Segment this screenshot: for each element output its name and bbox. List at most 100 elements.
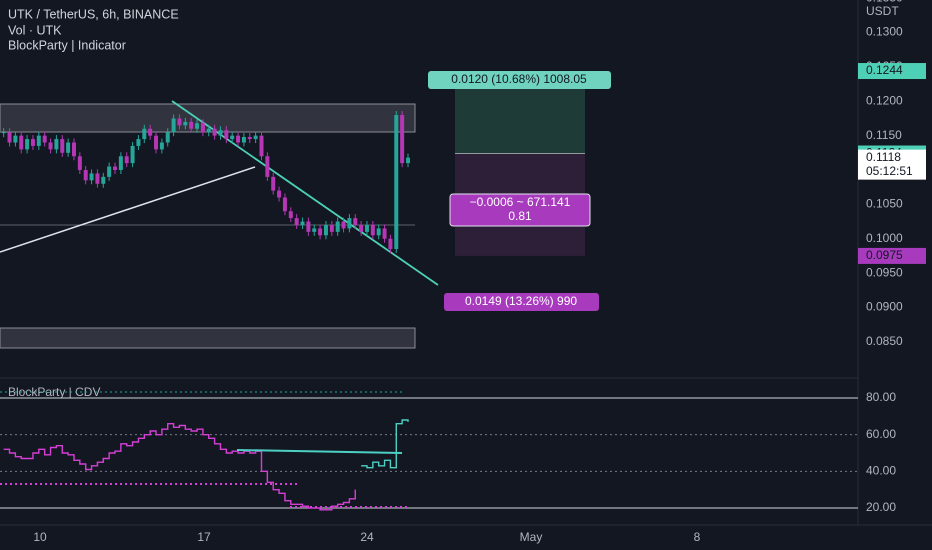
trend-line (236, 449, 403, 454)
candle (277, 190, 282, 198)
y-tick-label: 0.0950 (866, 265, 903, 279)
candle (200, 123, 205, 133)
candle (353, 218, 358, 225)
candle (265, 156, 270, 177)
candle (212, 128, 217, 136)
price-label: 0.0975 (866, 248, 903, 262)
candle (7, 132, 12, 143)
candle (77, 156, 82, 170)
y-tick-label: 60.00 (866, 427, 896, 441)
candle (370, 224, 375, 236)
candle (54, 139, 59, 150)
tooltip: 0.81 (508, 209, 532, 223)
candle (236, 135, 241, 143)
y-tick-label: 0.1350 (866, 0, 903, 4)
tooltip-box (444, 293, 599, 311)
price-label-box (858, 63, 926, 80)
candle (177, 118, 182, 126)
candle (406, 157, 410, 164)
candle (83, 170, 88, 181)
candle (282, 197, 287, 212)
tooltip: 0.0149 (13.26%) 990 (465, 294, 577, 308)
candle (247, 137, 252, 140)
candle (42, 135, 47, 143)
candle (241, 137, 246, 143)
x-tick-label: 8 (694, 530, 701, 544)
countdown: 05:12:51 (866, 164, 913, 178)
y-tick-label: 20.00 (866, 500, 896, 514)
candle (171, 118, 176, 133)
candle (253, 135, 258, 140)
candle (294, 218, 299, 225)
candle (195, 123, 200, 129)
candle (89, 173, 94, 181)
candle (306, 221, 311, 232)
tooltip-box (428, 71, 611, 89)
candle (95, 173, 100, 184)
x-tick-label: 17 (197, 530, 211, 544)
y-tick-label: 0.0900 (866, 300, 903, 314)
candle (189, 121, 194, 129)
candle (206, 128, 211, 133)
last-price-box (858, 149, 926, 180)
candle (124, 156, 129, 164)
y-tick-label: 0.0850 (866, 334, 903, 348)
candle (288, 211, 293, 219)
candle (107, 166, 112, 177)
candle (382, 228, 387, 239)
y-tick-label: 80.00 (866, 390, 896, 404)
candle (142, 128, 147, 140)
candle (376, 228, 381, 236)
candle (159, 142, 164, 150)
candle (148, 128, 153, 136)
zone (0, 103, 416, 133)
price-label: 0.1244 (866, 63, 903, 77)
candle (118, 156, 123, 170)
y-tick-label: 0.1150 (866, 128, 902, 142)
candle (154, 135, 159, 150)
candle (318, 228, 323, 236)
candle (13, 135, 18, 143)
candle (359, 224, 364, 232)
chart-title: UTK / TetherUS, 6h, BINANCE (8, 7, 179, 21)
candle (165, 132, 170, 143)
candle (271, 176, 276, 191)
cdv-line (3, 422, 356, 511)
candle (113, 166, 117, 170)
indicator-title: BlockParty | CDV (8, 385, 100, 399)
candle (30, 139, 35, 146)
candle (230, 135, 235, 140)
candle (400, 115, 405, 164)
candle (183, 121, 188, 126)
candle (341, 221, 346, 229)
price-label-box (858, 247, 926, 264)
x-tick-label: May (520, 530, 543, 544)
candle (19, 135, 24, 150)
candle (25, 139, 30, 150)
subtitle: Vol · UTK (8, 23, 62, 37)
x-tick-label: 24 (360, 530, 374, 544)
zone (0, 327, 416, 349)
currency: USDT (866, 4, 899, 18)
candle (66, 142, 71, 153)
y-tick-label: 40.00 (866, 464, 896, 478)
candle (347, 218, 352, 229)
subtitle: BlockParty | Indicator (8, 38, 126, 52)
y-tick-label: 0.1300 (866, 25, 903, 39)
candle (218, 130, 223, 136)
candle (1, 132, 6, 134)
candle (36, 135, 41, 146)
y-tick-label: 0.1050 (866, 197, 903, 211)
candle (300, 221, 305, 225)
tooltip: −0.0006 ~ 671.141 (470, 195, 571, 209)
candle (335, 221, 340, 232)
candle (388, 238, 393, 250)
candle (364, 224, 369, 232)
candle (394, 115, 399, 250)
candle (60, 139, 65, 153)
candle (48, 142, 53, 150)
y-tick-label: 0.1000 (866, 231, 903, 245)
candle (323, 224, 328, 236)
last-price: 0.1118 (866, 150, 901, 164)
